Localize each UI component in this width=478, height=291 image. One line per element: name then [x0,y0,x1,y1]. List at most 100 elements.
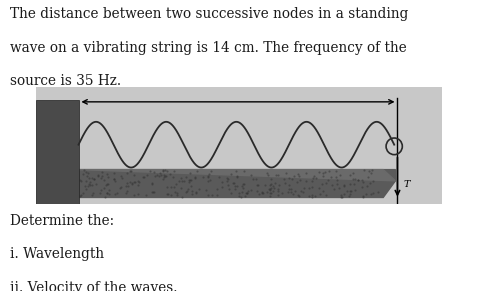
Point [233,173,240,178]
Point [88,176,96,181]
Point [338,194,346,199]
Point [148,190,155,194]
Point [98,169,106,174]
Point [363,184,371,188]
Point [308,195,316,199]
Point [230,181,238,186]
Bar [36,100,78,204]
Point [160,173,168,177]
Point [266,194,274,198]
Point [200,174,207,179]
Point [101,195,109,199]
Point [97,187,105,192]
Point [103,190,110,195]
Point [266,183,274,188]
Point [337,192,345,197]
Point [302,179,310,183]
Point [321,170,329,174]
Point [280,177,287,182]
Point [308,185,315,190]
Text: i. Wavelength: i. Wavelength [10,247,104,261]
Point [291,173,298,178]
Point [320,189,327,194]
Point [111,179,119,184]
Point [340,184,348,188]
Point [110,177,118,181]
Point [163,168,171,173]
Point [359,194,367,198]
Point [310,173,317,178]
Point [239,182,247,187]
Point [126,180,134,184]
Point [231,187,239,191]
Point [305,194,313,199]
Point [123,171,131,175]
Point [334,181,341,186]
Point [194,169,201,173]
Point [265,186,273,191]
Point [322,180,330,185]
Point [224,183,232,187]
Point [335,185,343,190]
Point [227,191,235,196]
Point [295,173,303,178]
Point [131,180,139,184]
Point [308,179,315,183]
Point [278,190,286,195]
Point [187,184,195,188]
Point [157,171,164,176]
Point [243,191,251,195]
Point [84,171,92,175]
Point [332,174,340,179]
Point [256,191,263,196]
Point [124,183,131,188]
Point [77,179,85,184]
Point [308,193,316,197]
Point [177,186,185,191]
Point [351,177,359,181]
Point [239,185,247,190]
Point [282,170,290,175]
Point [235,191,243,195]
Point [274,187,282,191]
Point [82,178,90,183]
Point [374,190,382,194]
Point [207,168,215,173]
Point [291,189,299,194]
Point [88,182,96,187]
Point [155,173,163,178]
Point [359,180,367,185]
Point [185,179,193,184]
Point [218,184,226,189]
Point [150,189,157,194]
Point [117,185,125,190]
Point [130,192,138,197]
Point [354,178,361,182]
Point [184,189,191,193]
Point [263,190,271,194]
Point [160,175,168,179]
Point [229,181,237,185]
Point [196,187,203,191]
Point [333,178,340,182]
Polygon shape [78,170,395,198]
Point [227,171,235,176]
Point [224,179,231,183]
Point [180,178,188,183]
Point [117,174,125,178]
Point [178,194,185,199]
Point [89,191,97,196]
Point [159,168,167,173]
Point [171,169,178,173]
Point [369,179,377,183]
Point [352,188,359,192]
Point [289,176,296,181]
Point [284,190,292,195]
Point [150,189,158,194]
Point [164,192,172,197]
Point [330,187,338,192]
Point [105,191,113,196]
Point [336,173,344,178]
Point [149,182,156,187]
Point [236,193,243,198]
